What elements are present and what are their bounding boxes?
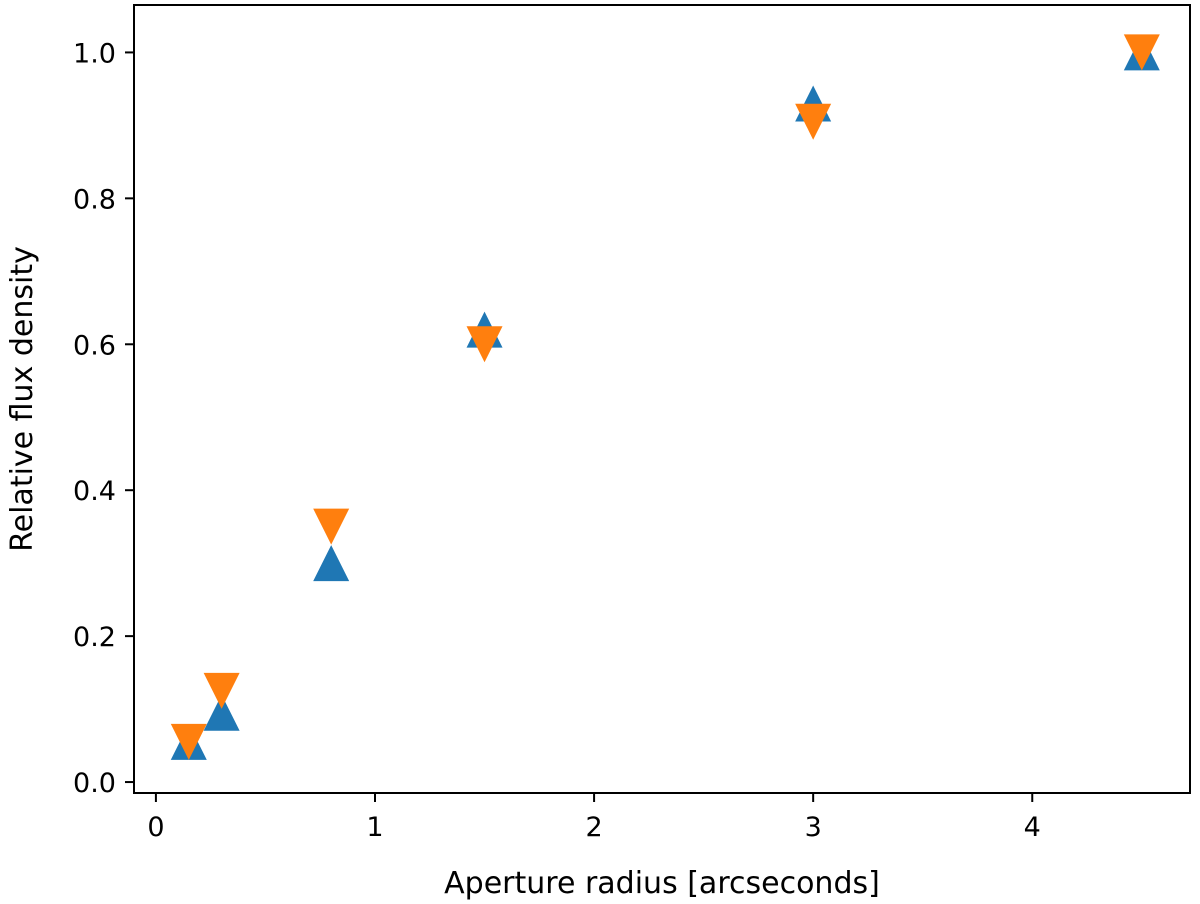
y-tick-label: 0.0 — [73, 768, 116, 799]
x-tick-label: 0 — [147, 812, 164, 843]
orange-down-triangle-point — [313, 508, 350, 545]
orange-down-triangle-point — [170, 723, 207, 760]
y-axis-ticks: 0.0 0.2 0.4 0.6 0.8 1.0 — [73, 38, 134, 799]
y-tick-label: 0.2 — [73, 622, 116, 653]
y-tick-label: 1.0 — [73, 38, 116, 69]
y-tick-label: 0.4 — [73, 476, 116, 507]
x-tick-label: 2 — [585, 812, 602, 843]
orange-down-triangle-point — [795, 103, 832, 140]
plot-area-frame — [133, 4, 1191, 794]
x-tick-label: 1 — [366, 812, 383, 843]
y-tick-label: 0.8 — [73, 184, 116, 215]
y-tick-label: 0.6 — [73, 330, 116, 361]
orange-down-triangle-point — [466, 326, 503, 363]
x-axis-ticks: 0 1 2 3 4 — [147, 793, 1041, 843]
blue-up-triangle-point — [313, 545, 350, 582]
orange-down-triangle-point — [1123, 34, 1160, 71]
x-tick-label: 3 — [805, 812, 822, 843]
orange-down-triangle-point — [203, 672, 240, 709]
data-markers — [170, 34, 1160, 760]
y-axis-label: Relative flux density — [5, 246, 40, 552]
blue-up-triangle-point — [203, 694, 240, 731]
x-tick-label: 4 — [1024, 812, 1041, 843]
x-axis-label: Aperture radius [arcseconds] — [444, 866, 880, 901]
